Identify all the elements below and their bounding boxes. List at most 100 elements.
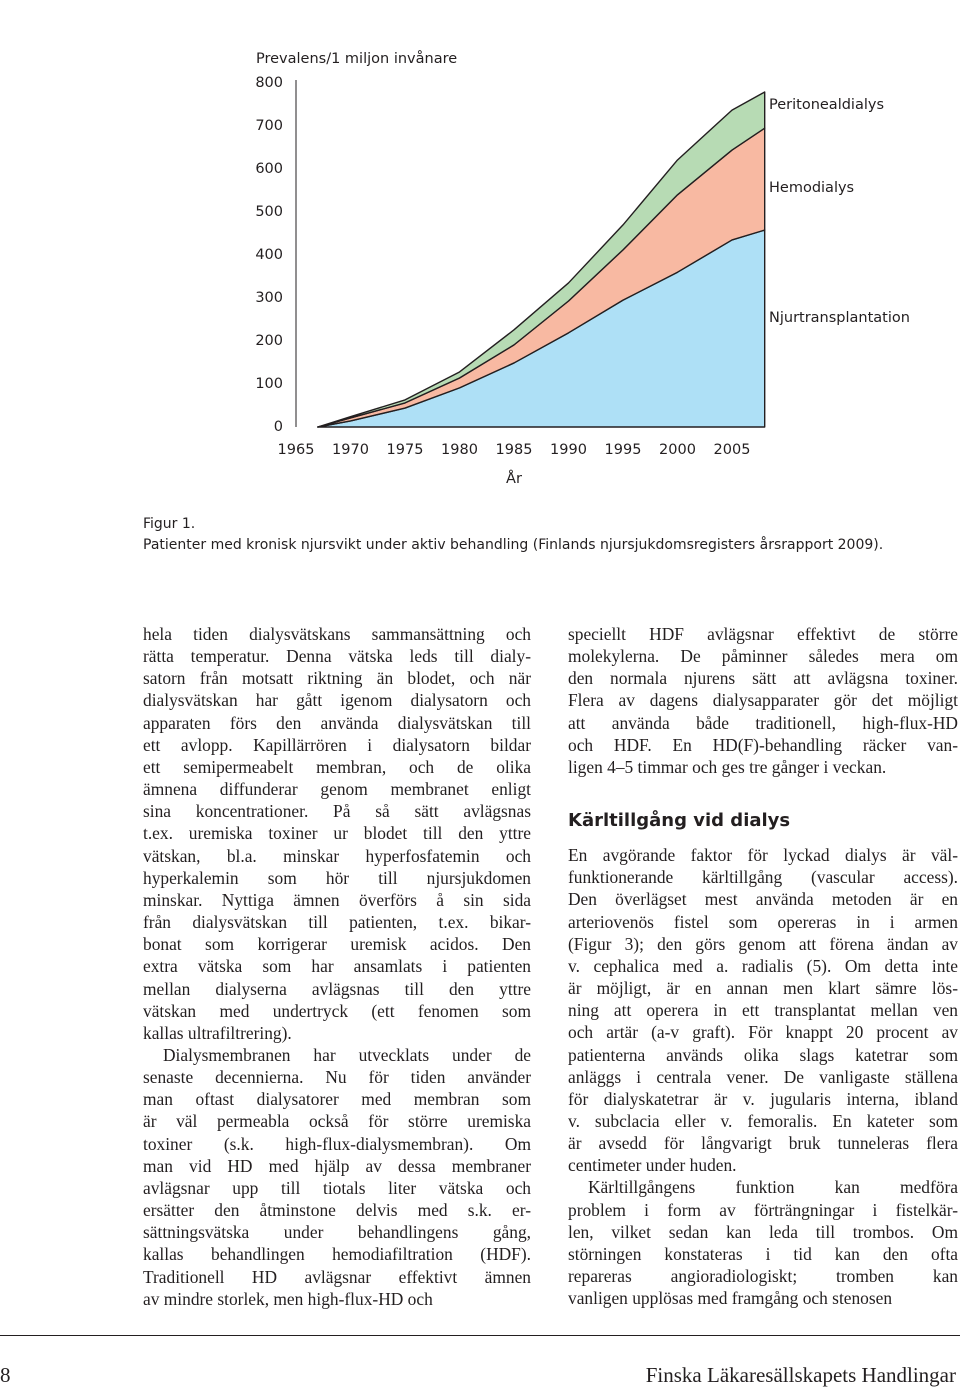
right-column: speciellt HDF avlägsnar effektivt de stö… [568,623,958,1309]
text-line: avlägsnar upp till tiotals liter vätska … [143,1177,531,1198]
text-line: extra vätska som har ansamlats i patient… [143,956,531,977]
text-line: från dialysvätskan till patienten, t.ex.… [143,912,531,933]
text-line: ligen 4–5 timmar och ges tre gånger i ve… [568,756,887,777]
text-line: v. subclacia eller v. femoralis. En kate… [568,1110,958,1131]
text-line: Flera av dagens dialysapparater gör det … [568,690,958,711]
text-line: ämnena diffunderar genom membranet enlig… [143,779,531,800]
text-line: funktionerande kärltillgång (vascular ac… [568,867,958,888]
text-line: den normala njurens sätt att avlägsna to… [568,668,958,689]
text-line: man oftast dialysatorer med membran som [143,1089,531,1110]
text-line: len, vilket sedan kan leda till trombos.… [568,1221,958,1242]
text-line: Dialysmembranen har utvecklats under de [163,1044,531,1065]
paragraph: Dialysmembranen har utvecklats under de s… [143,1044,531,1310]
text-line: kallas behandlingen hemodiafiltration (H… [143,1244,531,1265]
text-line: är möjligt, är en annan men klart sämre … [568,978,958,999]
y-tick-label: 400 [255,247,283,263]
text-line: ning att operera in ett transplantat mel… [568,1000,958,1021]
text-line: bonat som korrigerar uremisk acidos. Den [143,934,531,955]
text-line: minskar. Nyttiga ämnen överförs å sin si… [143,889,531,910]
text-line: ett semipermeabelt membran, och de olika [143,756,531,777]
y-tick-label: 700 [255,118,283,134]
text-line: patienterna används olika slags katetrar… [568,1044,958,1065]
text-line: apparaten förs den använda dialysvätskan… [143,712,531,733]
x-tick-label: 1995 [605,442,642,458]
text-line: störningen konstateras i tid kan den oft… [568,1243,958,1264]
text-line: arteriovenös fistel som opereras in i ar… [568,911,958,932]
legend-label: Njurtransplantation [769,310,910,326]
text-line: dialysvätskan har gått igenom dialysator… [143,690,531,711]
caption-text: Patienter med kronisk njursvikt under ak… [143,537,884,553]
x-tick-label: 1985 [496,442,533,458]
x-tick-label: 1965 [278,442,315,458]
paragraph: En avgörande faktor för lyckad dialys är… [568,844,958,1176]
area [317,91,766,428]
text-line: sina koncentrationer. På så sätt avlägsn… [143,801,531,822]
text-line: rätta temperatur. Denna vätska leds till… [143,646,531,667]
paragraph: Kärltillgångens funktion kan medföra prob… [568,1176,958,1309]
paragraph: speciellt HDF avlägsnar effektivt de stö… [568,623,958,778]
x-tick-label: 1990 [550,442,587,458]
caption-label: Figur 1. [143,516,196,532]
text-line: anläggs i centrala vener. De vanligaste … [568,1066,958,1087]
text-line: vätskan med undertryck (ett fenomen som [143,1000,531,1021]
chart: Prevalens/1 miljon invånare År 0 100 200 30… [255,50,910,487]
text-line: Traditionell HD avlägsnar effektivt ämne… [143,1266,531,1287]
y-tick-label: 800 [255,75,283,91]
text-line: senaste decennierna. Nu för tiden använd… [143,1067,531,1088]
text-line: ett avlopp. Kapillärrören i dialysatorn … [143,734,531,755]
x-tick-label: 2000 [659,442,696,458]
footer-rule [0,1335,960,1336]
text-line: mellan dialyserna avlägsnas till den ytt… [143,978,531,999]
journal-name: Finska Läkaresällskapets Handlingar [645,1363,956,1387]
x-axis-label: År [506,470,522,487]
text-line: och artär (a-v graft). För knappt 20 pro… [568,1022,958,1043]
text-line: repareras angioradiologiskt; tromben kan [568,1266,958,1287]
paragraph: hela tiden dialysvätskans sammansättning… [143,623,531,1044]
x-tick-label: 1970 [332,442,369,458]
text-line: t.ex. uremiska toxiner ur blodet till de… [143,823,531,844]
y-tick-label: 0 [274,419,283,435]
text-line: man vid HD med hjälp av dessa membraner [143,1155,531,1176]
text-line: vätskan, bl.a. minskar hyperfosfatemin o… [143,845,531,866]
text-line: speciellt HDF avlägsnar effektivt de stö… [568,624,958,644]
x-tick-label: 2005 [714,442,751,458]
text-line: satorn från motsatt riktning än blodet, … [143,668,531,689]
figure-caption: Figur 1. Patienter med kronisk njursvikt… [143,514,883,556]
text-line: hela tiden dialysvätskans sammansättning… [143,624,531,644]
text-line: och HDF. En HD(F)-behandling räcker van- [568,734,958,755]
left-column: hela tiden dialysvätskans sammansättning… [143,623,531,1310]
text-line: centimeter under huden. [568,1155,737,1176]
y-axis-label: Prevalens/1 miljon invånare [256,50,457,67]
legend-label: Hemodialys [769,180,854,196]
y-tick-label: 100 [255,376,283,392]
text-line: Den överlägset mest använda metoden är e… [568,889,958,910]
x-tick-label: 1980 [441,442,478,458]
y-tick-label: 600 [255,161,283,177]
text-line: av mindre storlek, men high-flux-HD och [143,1288,433,1309]
text-line: problem i form av förträngningar i fiste… [568,1199,958,1220]
text-line: för dialyskatetrar är v. jugularis inter… [568,1088,958,1109]
text-line: molekylerna. De påminner således mera om [568,646,958,667]
text-line: Kärltillgångens funktion kan medföra [588,1177,958,1198]
page-number: 8 [0,1363,11,1387]
text-line: sättningsvätska under behandlingens gång… [143,1222,531,1243]
text-line: hyperkalemin som hör till njursjukdomen [143,867,531,888]
text-line: kallas ultrafiltrering). [143,1022,292,1043]
y-tick-label: 200 [255,333,283,349]
text-line: toxiner (s.k. high-flux-dialysmembran). … [143,1133,531,1154]
text-line: ersätter den åtminstone delvis med s.k. … [143,1200,531,1221]
section-heading: Kärltillgång vid dialys [568,810,791,832]
text-line: vanligen upplösas med framgång och steno… [568,1288,893,1309]
text-line: v. cephalica med a. radialis (5). Om det… [568,955,958,976]
text-line: att använda både traditionell, high-flux… [568,712,958,733]
text-line: (Figur 3); den görs genom att förena änd… [568,933,958,954]
text-line: är väl permeabla också för större uremis… [143,1111,531,1132]
legend-label: Peritonealdialys [769,97,884,113]
text-line: är avsedd för långvarigt bruk tunneleras… [568,1133,958,1154]
x-tick-label: 1975 [387,442,424,458]
y-tick-label: 300 [255,290,283,306]
text-line: En avgörande faktor för lyckad dialys är… [568,845,958,866]
y-tick-label: 500 [255,204,283,220]
